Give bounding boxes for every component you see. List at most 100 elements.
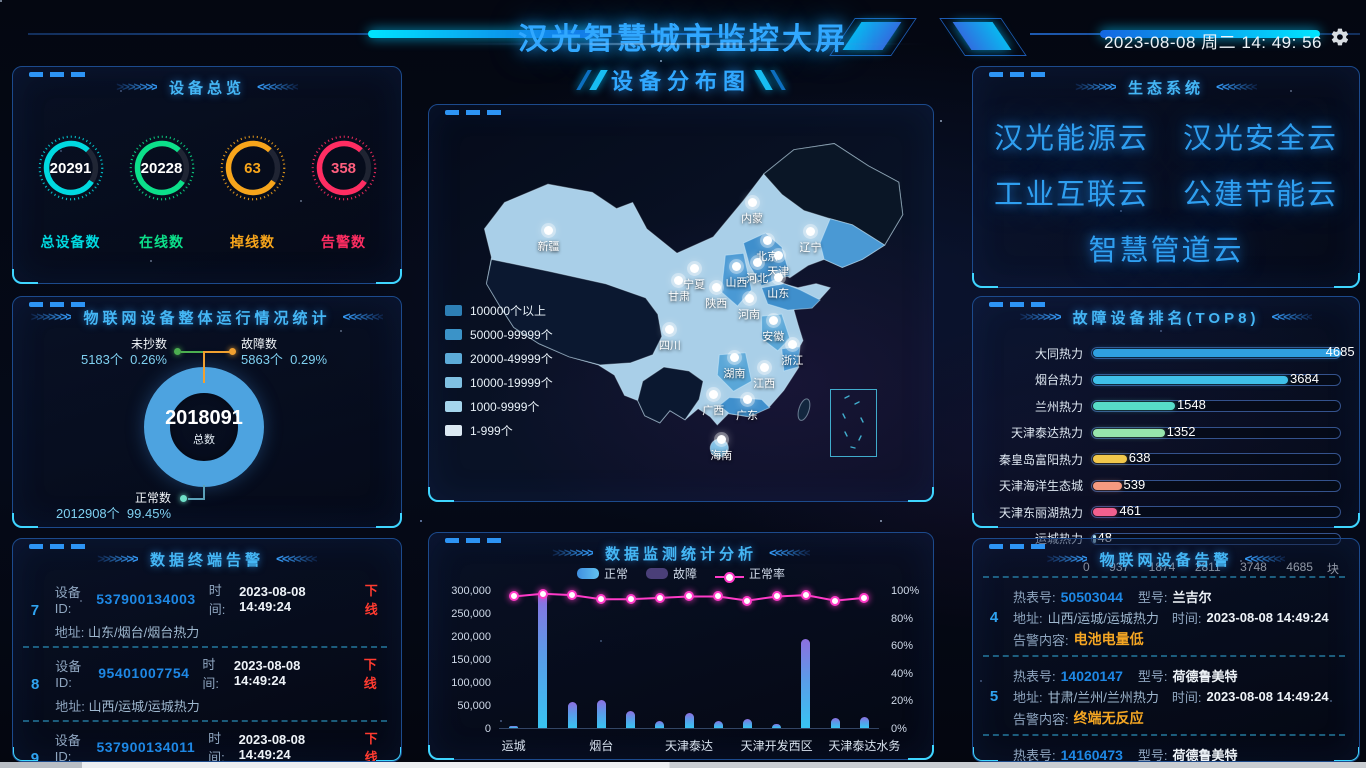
- arrows-left-icon: >>>>>>>: [1046, 551, 1090, 567]
- page-title: 汉光智慧城市监控大屏: [518, 23, 848, 56]
- legend-item: 20000-49999个: [445, 350, 553, 367]
- y-tick-left: 200,000: [451, 631, 491, 643]
- ecosystem-item: 工业互联云: [993, 179, 1149, 211]
- x-axis-labels: 运城 烟台 天津泰达 天津开发西区 天津泰达水务: [499, 737, 901, 753]
- y-tick-left: 150,000: [451, 654, 491, 666]
- time-label: 时间:: [208, 731, 225, 762]
- gauge-label: 在线数: [139, 234, 184, 250]
- legend-label: 1-999个: [470, 424, 513, 438]
- status-badge: 下线: [363, 657, 377, 691]
- legend-line-icon: [715, 571, 744, 583]
- iot-alarm-row: 4 热表号: 50503044 型号: 兰吉尔 地址: 山西/运城/运城热力 时间: 2023-…: [983, 578, 1345, 657]
- line-dot-icon: [859, 592, 870, 603]
- panel-title: 物联网设备整体运行情况统计: [83, 309, 331, 327]
- address-value: 甘肃/兰州/兰州热力: [1047, 690, 1159, 705]
- panel-corner-accent: [973, 747, 998, 761]
- ranking-track: 4685: [1091, 344, 1355, 360]
- line-dot-icon: [537, 588, 548, 599]
- chart-area: 300,000 250,000 200,000 150,000 100,000 50,00…: [439, 585, 923, 735]
- legend-item: 故障: [645, 565, 697, 582]
- slash-deco-icon: [770, 70, 786, 90]
- arrows-left-icon: >>>>>>>: [116, 79, 159, 95]
- line-dot-icon: [830, 595, 841, 606]
- address-label: 地址:: [55, 699, 85, 714]
- callout-dot-green: [174, 348, 181, 355]
- time-label: 时间:: [208, 583, 226, 617]
- panel-title: 生态系统: [1127, 79, 1204, 97]
- bar-normal: [538, 592, 548, 728]
- device-gauge: 20291 总设备数: [31, 134, 111, 252]
- gauge-ring-icon: 63: [219, 134, 287, 202]
- ranking-row: 天津海洋生态城 539: [983, 473, 1341, 500]
- meter-label: 热表号:: [1013, 669, 1056, 684]
- ranking-track: 1352: [1091, 423, 1341, 439]
- content-value: 电池电量低: [1073, 631, 1144, 647]
- legend-swatch-icon: [445, 377, 462, 388]
- arrows-left-icon: >>>>>>>: [97, 551, 140, 567]
- callout-line: [188, 498, 205, 500]
- ranking-bars: 大同热力 4685 烟台热力 3684 兰州热力 1548 天津泰达热力 1352 秦皇岛富阳热…: [983, 340, 1355, 552]
- chart-legend: 正常 故障 正常率: [429, 565, 933, 583]
- panel-fault-ranking: >>>>>>> 故障设备排名(TOP8) <<<<<<< 大同热力 4685 烟台热…: [972, 296, 1360, 576]
- map-section-title: 设备分布图: [428, 64, 934, 96]
- legend-swatch-icon: [645, 568, 668, 580]
- gauge-ring-icon: 20291: [37, 134, 105, 202]
- ranking-fill: [1093, 375, 1288, 384]
- ranking-label: 烟台热力: [1034, 373, 1083, 388]
- arrows-left-icon: >>>>>>>: [1075, 79, 1118, 95]
- legend-item: 50000-99999个: [445, 326, 553, 343]
- ranking-value: 1352: [1166, 423, 1196, 439]
- donut-total-value: 2018091: [165, 407, 243, 429]
- time-value: 2023-08-08 14:49:24: [239, 584, 306, 614]
- header-glow-segment-right: [1100, 30, 1320, 38]
- bar-normal: [830, 717, 840, 728]
- address-label: 地址:: [1013, 690, 1043, 705]
- terminal-alarm-row: 8 设备ID: 95401007754 时间: 2023-08-08 14:49:24 下…: [23, 648, 387, 722]
- model-value: 荷德鲁美特: [1172, 669, 1238, 684]
- callout-line: [203, 351, 205, 383]
- device-id-label: 设备ID:: [54, 733, 81, 762]
- panel-title-row: >>>>>>> 物联网设备告警 <<<<<<<: [973, 539, 1359, 570]
- y-tick-right: 40%: [891, 667, 914, 680]
- panel-title-row: >>>>>>> 物联网设备整体运行情况统计 <<<<<<<: [13, 297, 401, 328]
- terminal-alarm-row: 9 设备ID: 537900134011 时间: 2023-08-08 14:49:24…: [23, 722, 387, 762]
- gauge-value: 63: [244, 159, 261, 177]
- device-gauge: 20228 在线数: [122, 134, 202, 252]
- x-axis-label: 天津泰达: [664, 739, 714, 753]
- row-index: 4: [989, 608, 999, 626]
- gauge-value: 358: [330, 159, 357, 177]
- panel-corner-accent: [972, 513, 998, 528]
- panel-terminal-alarms: >>>>>>> 数据终端告警 <<<<<<< 7 设备ID: 53790013400…: [12, 538, 402, 762]
- panel-iot-statistics: >>>>>>> 物联网设备整体运行情况统计 <<<<<<< 2018091 总数…: [12, 296, 402, 528]
- status-badge: 下线: [364, 731, 378, 762]
- panel-title: 故障设备排名(TOP8): [1072, 309, 1260, 327]
- device-gauge: 358 告警数: [304, 134, 384, 252]
- legend-item: 1-999个: [445, 422, 553, 439]
- device-gauge: 63 掉线数: [213, 134, 293, 252]
- x-axis-label: 运城: [501, 739, 526, 753]
- title-flare: [430, 42, 930, 46]
- row-index: 7: [30, 602, 40, 619]
- ranking-value: 1548: [1176, 397, 1206, 413]
- address-value: 山西/运城/运城热力: [88, 699, 200, 714]
- ranking-row: 烟台热力 3684: [983, 367, 1341, 394]
- bar-normal: [567, 701, 577, 728]
- settings-gear-icon[interactable]: [1330, 27, 1350, 47]
- ranking-row: 兰州热力 1548: [983, 393, 1341, 420]
- gauge-label: 总设备数: [40, 234, 101, 250]
- meter-value: 14160473: [1060, 746, 1123, 762]
- ranking-track: 461: [1091, 503, 1341, 519]
- panel-china-map: 新疆 内蒙 辽宁 北京 天津 河北 山西 山东 宁夏 甘肃 陕西 河南 安徽 四川 浙江 湖南 江西 广西 广东 海南…: [428, 104, 934, 502]
- china-map: [483, 143, 904, 458]
- ranking-row: 天津东丽湖热力 461: [983, 499, 1341, 526]
- legend-swatch-icon: [445, 425, 462, 436]
- slash-deco-icon: [754, 70, 773, 90]
- ranking-value: 461: [1119, 503, 1142, 519]
- gauge-row: 20291 总设备数 20228 在线数 63 掉线数 358 告警数: [13, 134, 401, 252]
- ranking-track: 638: [1091, 450, 1341, 466]
- content-label: 告警内容:: [1013, 711, 1069, 727]
- donut-total-label: 总数: [193, 434, 215, 446]
- legend-item: 1000-9999个: [445, 398, 553, 415]
- line-dot-icon: [567, 590, 578, 601]
- time-value: 2023-08-08 14:49:24: [1206, 610, 1329, 625]
